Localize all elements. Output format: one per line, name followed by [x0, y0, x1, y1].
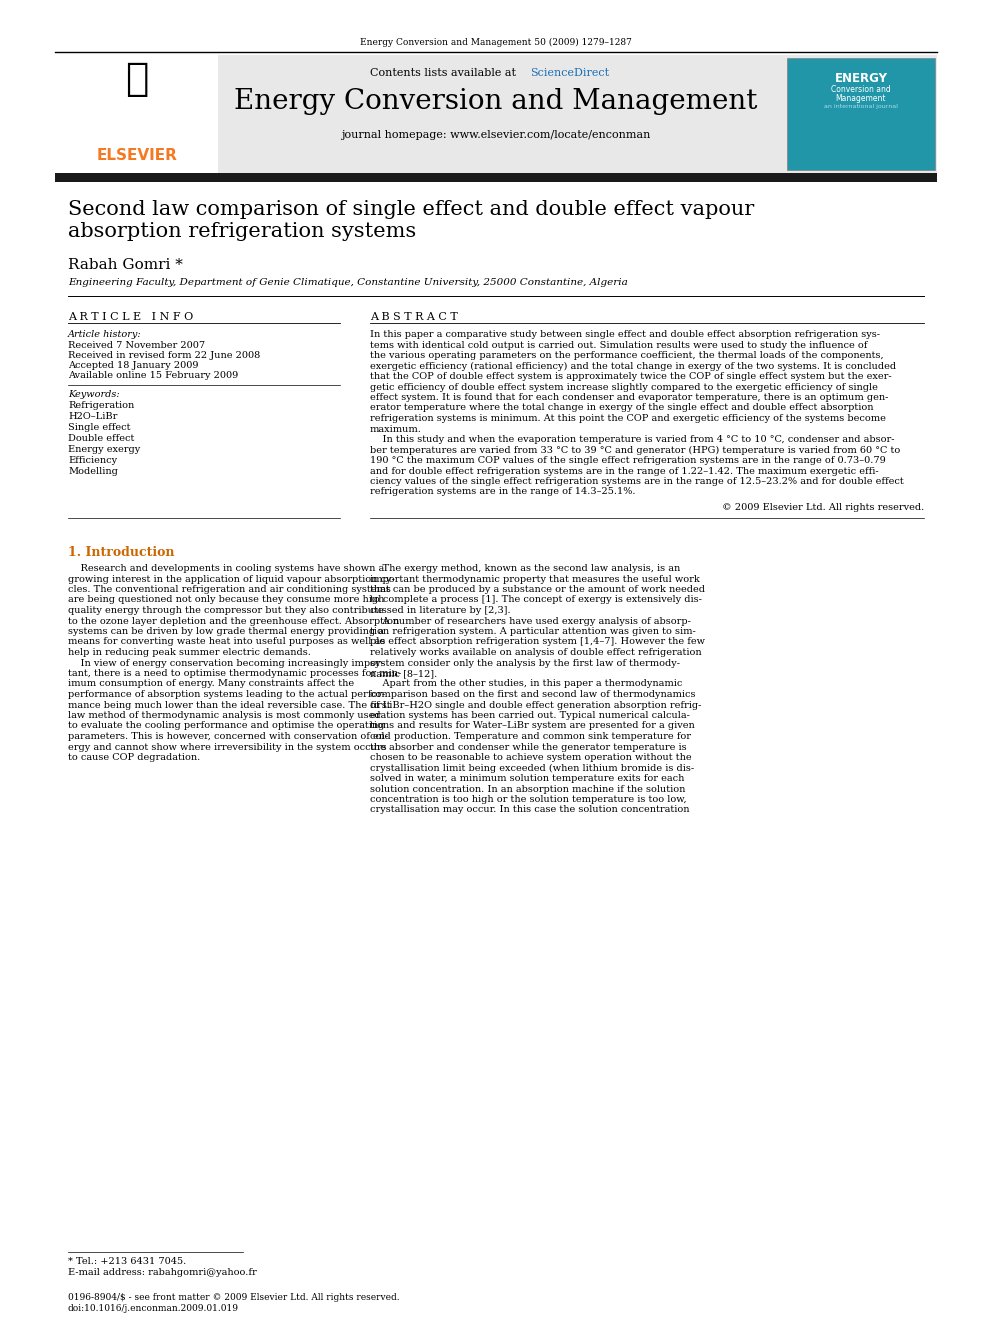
Text: absorption refrigeration systems: absorption refrigeration systems [68, 222, 417, 241]
Text: maximum.: maximum. [370, 425, 422, 434]
Text: ciency values of the single effect refrigeration systems are in the range of 12.: ciency values of the single effect refri… [370, 478, 904, 486]
Text: that can be produced by a substance or the amount of work needed: that can be produced by a substance or t… [370, 585, 705, 594]
Text: comparison based on the first and second law of thermodynamics: comparison based on the first and second… [370, 691, 695, 699]
Text: systems can be driven by low grade thermal energy providing a: systems can be driven by low grade therm… [68, 627, 384, 636]
Text: ergy and cannot show where irreversibility in the system occurs: ergy and cannot show where irreversibili… [68, 742, 387, 751]
Text: Keywords:: Keywords: [68, 390, 120, 400]
Text: performance of absorption systems leading to the actual perfor-: performance of absorption systems leadin… [68, 691, 385, 699]
Text: tems with identical cold output is carried out. Simulation results were used to : tems with identical cold output is carri… [370, 340, 867, 349]
Bar [55, 56, 218, 173]
Text: ENERGY: ENERGY [834, 71, 888, 85]
Text: quality energy through the compressor but they also contribute: quality energy through the compressor bu… [68, 606, 384, 615]
Bar [55, 173, 937, 183]
Text: Efficiency: Efficiency [68, 456, 117, 464]
Text: In this paper a comparative study between single effect and double effect absorp: In this paper a comparative study betwee… [370, 329, 880, 339]
Text: relatively works available on analysis of double effect refrigeration: relatively works available on analysis o… [370, 648, 701, 658]
Text: Article history:: Article history: [68, 329, 142, 339]
Text: cussed in literature by [2,3].: cussed in literature by [2,3]. [370, 606, 511, 615]
Text: In this study and when the evaporation temperature is varied from 4 °C to 10 °C,: In this study and when the evaporation t… [370, 435, 895, 445]
Text: crystallisation may occur. In this case the solution concentration: crystallisation may occur. In this case … [370, 806, 689, 815]
Text: Rabah Gomri *: Rabah Gomri * [68, 258, 183, 273]
Text: are being questioned not only because they consume more high: are being questioned not only because th… [68, 595, 384, 605]
Text: to cause COP degradation.: to cause COP degradation. [68, 753, 200, 762]
Text: © 2009 Elsevier Ltd. All rights reserved.: © 2009 Elsevier Ltd. All rights reserved… [722, 503, 924, 512]
Text: namic [8–12].: namic [8–12]. [370, 669, 437, 677]
Text: 190 °C the maximum COP values of the single effect refrigeration systems are in : 190 °C the maximum COP values of the sin… [370, 456, 886, 464]
Text: Accepted 18 January 2009: Accepted 18 January 2009 [68, 361, 198, 370]
Text: In view of energy conservation becoming increasingly impor-: In view of energy conservation becoming … [68, 659, 384, 668]
Text: effect system. It is found that for each condenser and evaporator temperature, t: effect system. It is found that for each… [370, 393, 889, 402]
Text: Management: Management [835, 94, 886, 103]
Text: Engineering Faculty, Department of Genie Climatique, Constantine University, 250: Engineering Faculty, Department of Genie… [68, 278, 628, 287]
Text: A B S T R A C T: A B S T R A C T [370, 312, 457, 321]
Text: of LiBr–H2O single and double effect generation absorption refrig-: of LiBr–H2O single and double effect gen… [370, 700, 701, 709]
Text: erator temperature where the total change in exergy of the single effect and dou: erator temperature where the total chang… [370, 404, 874, 413]
Text: system consider only the analysis by the first law of thermody-: system consider only the analysis by the… [370, 659, 680, 668]
Text: exergetic efficiency (rational efficiency) and the total change in exergy of the: exergetic efficiency (rational efficienc… [370, 361, 896, 370]
Text: getic efficiency of double effect system increase slightly compared to the exerg: getic efficiency of double effect system… [370, 382, 878, 392]
Text: Conversion and: Conversion and [831, 85, 891, 94]
Text: Energy Conversion and Management: Energy Conversion and Management [234, 89, 758, 115]
Text: tant, there is a need to optimise thermodynamic processes for min-: tant, there is a need to optimise thermo… [68, 669, 401, 677]
Text: tions and results for Water–LiBr system are presented for a given: tions and results for Water–LiBr system … [370, 721, 694, 730]
Text: A number of researchers have used exergy analysis of absorp-: A number of researchers have used exergy… [370, 617, 690, 626]
Text: an international journal: an international journal [824, 105, 898, 108]
Text: solution concentration. In an absorption machine if the solution: solution concentration. In an absorption… [370, 785, 685, 794]
Text: Energy exergy: Energy exergy [68, 445, 140, 454]
Text: Energy Conversion and Management 50 (2009) 1279–1287: Energy Conversion and Management 50 (200… [360, 38, 632, 48]
Text: 🌲: 🌲 [125, 60, 149, 98]
Text: 0196-8904/$ - see front matter © 2009 Elsevier Ltd. All rights reserved.: 0196-8904/$ - see front matter © 2009 El… [68, 1293, 400, 1302]
Text: means for converting waste heat into useful purposes as well as: means for converting waste heat into use… [68, 638, 385, 647]
Text: to complete a process [1]. The concept of exergy is extensively dis-: to complete a process [1]. The concept o… [370, 595, 702, 605]
Text: Modelling: Modelling [68, 467, 118, 476]
Text: that the COP of double effect system is approximately twice the COP of single ef: that the COP of double effect system is … [370, 372, 892, 381]
Text: help in reducing peak summer electric demands.: help in reducing peak summer electric de… [68, 648, 310, 658]
Text: crystallisation limit being exceeded (when lithium bromide is dis-: crystallisation limit being exceeded (wh… [370, 763, 694, 773]
Text: refrigeration systems is minimum. At this point the COP and exergetic efficiency: refrigeration systems is minimum. At thi… [370, 414, 886, 423]
Text: Received 7 November 2007: Received 7 November 2007 [68, 341, 205, 351]
Bar [787, 58, 935, 169]
Text: A R T I C L E   I N F O: A R T I C L E I N F O [68, 312, 193, 321]
Text: concentration is too high or the solution temperature is too low,: concentration is too high or the solutio… [370, 795, 686, 804]
Text: to evaluate the cooling performance and optimise the operating: to evaluate the cooling performance and … [68, 721, 384, 730]
Text: Contents lists available at: Contents lists available at [370, 67, 520, 78]
Bar [55, 56, 937, 173]
Text: parameters. This is however, concerned with conservation of en-: parameters. This is however, concerned w… [68, 732, 388, 741]
Text: E-mail address: rabahgomri@yahoo.fr: E-mail address: rabahgomri@yahoo.fr [68, 1267, 257, 1277]
Text: to the ozone layer depletion and the greenhouse effect. Absorption: to the ozone layer depletion and the gre… [68, 617, 399, 626]
Text: Single effect: Single effect [68, 423, 131, 433]
Text: refrigeration systems are in the range of 14.3–25.1%.: refrigeration systems are in the range o… [370, 487, 636, 496]
Text: and for double effect refrigeration systems are in the range of 1.22–1.42. The m: and for double effect refrigeration syst… [370, 467, 879, 475]
Text: tion refrigeration system. A particular attention was given to sim-: tion refrigeration system. A particular … [370, 627, 695, 636]
Text: ber temperatures are varied from 33 °C to 39 °C and generator (HPG) temperature : ber temperatures are varied from 33 °C t… [370, 446, 901, 455]
Text: solved in water, a minimum solution temperature exits for each: solved in water, a minimum solution temp… [370, 774, 684, 783]
Text: mance being much lower than the ideal reversible case. The first: mance being much lower than the ideal re… [68, 700, 391, 709]
Text: eration systems has been carried out. Typical numerical calcula-: eration systems has been carried out. Ty… [370, 710, 689, 720]
Text: ScienceDirect: ScienceDirect [530, 67, 609, 78]
Text: doi:10.1016/j.enconman.2009.01.019: doi:10.1016/j.enconman.2009.01.019 [68, 1304, 239, 1312]
Text: cles. The conventional refrigeration and air conditioning systems: cles. The conventional refrigeration and… [68, 585, 391, 594]
Text: 1. Introduction: 1. Introduction [68, 546, 175, 560]
Text: Received in revised form 22 June 2008: Received in revised form 22 June 2008 [68, 351, 260, 360]
Text: journal homepage: www.elsevier.com/locate/enconman: journal homepage: www.elsevier.com/locat… [341, 130, 651, 140]
Text: * Tel.: +213 6431 7045.: * Tel.: +213 6431 7045. [68, 1257, 186, 1266]
Text: Refrigeration: Refrigeration [68, 401, 134, 410]
Text: the absorber and condenser while the generator temperature is: the absorber and condenser while the gen… [370, 742, 686, 751]
Text: chosen to be reasonable to achieve system operation without the: chosen to be reasonable to achieve syste… [370, 753, 691, 762]
Text: important thermodynamic property that measures the useful work: important thermodynamic property that me… [370, 574, 699, 583]
Text: Double effect: Double effect [68, 434, 134, 443]
Text: imum consumption of energy. Many constraints affect the: imum consumption of energy. Many constra… [68, 680, 354, 688]
Text: Apart from the other studies, in this paper a thermodynamic: Apart from the other studies, in this pa… [370, 680, 682, 688]
Text: H2O–LiBr: H2O–LiBr [68, 411, 117, 421]
Text: Research and developments in cooling systems have shown a: Research and developments in cooling sys… [68, 564, 384, 573]
Text: The exergy method, known as the second law analysis, is an: The exergy method, known as the second l… [370, 564, 681, 573]
Text: Second law comparison of single effect and double effect vapour: Second law comparison of single effect a… [68, 200, 754, 220]
Text: ple effect absorption refrigeration system [1,4–7]. However the few: ple effect absorption refrigeration syst… [370, 638, 705, 647]
Text: ELSEVIER: ELSEVIER [96, 148, 178, 163]
Text: law method of thermodynamic analysis is most commonly used: law method of thermodynamic analysis is … [68, 710, 381, 720]
Text: the various operating parameters on the performance coefficient, the thermal loa: the various operating parameters on the … [370, 351, 884, 360]
Text: cold production. Temperature and common sink temperature for: cold production. Temperature and common … [370, 732, 691, 741]
Text: growing interest in the application of liquid vapour absorption cy-: growing interest in the application of l… [68, 574, 395, 583]
Text: Available online 15 February 2009: Available online 15 February 2009 [68, 370, 238, 380]
